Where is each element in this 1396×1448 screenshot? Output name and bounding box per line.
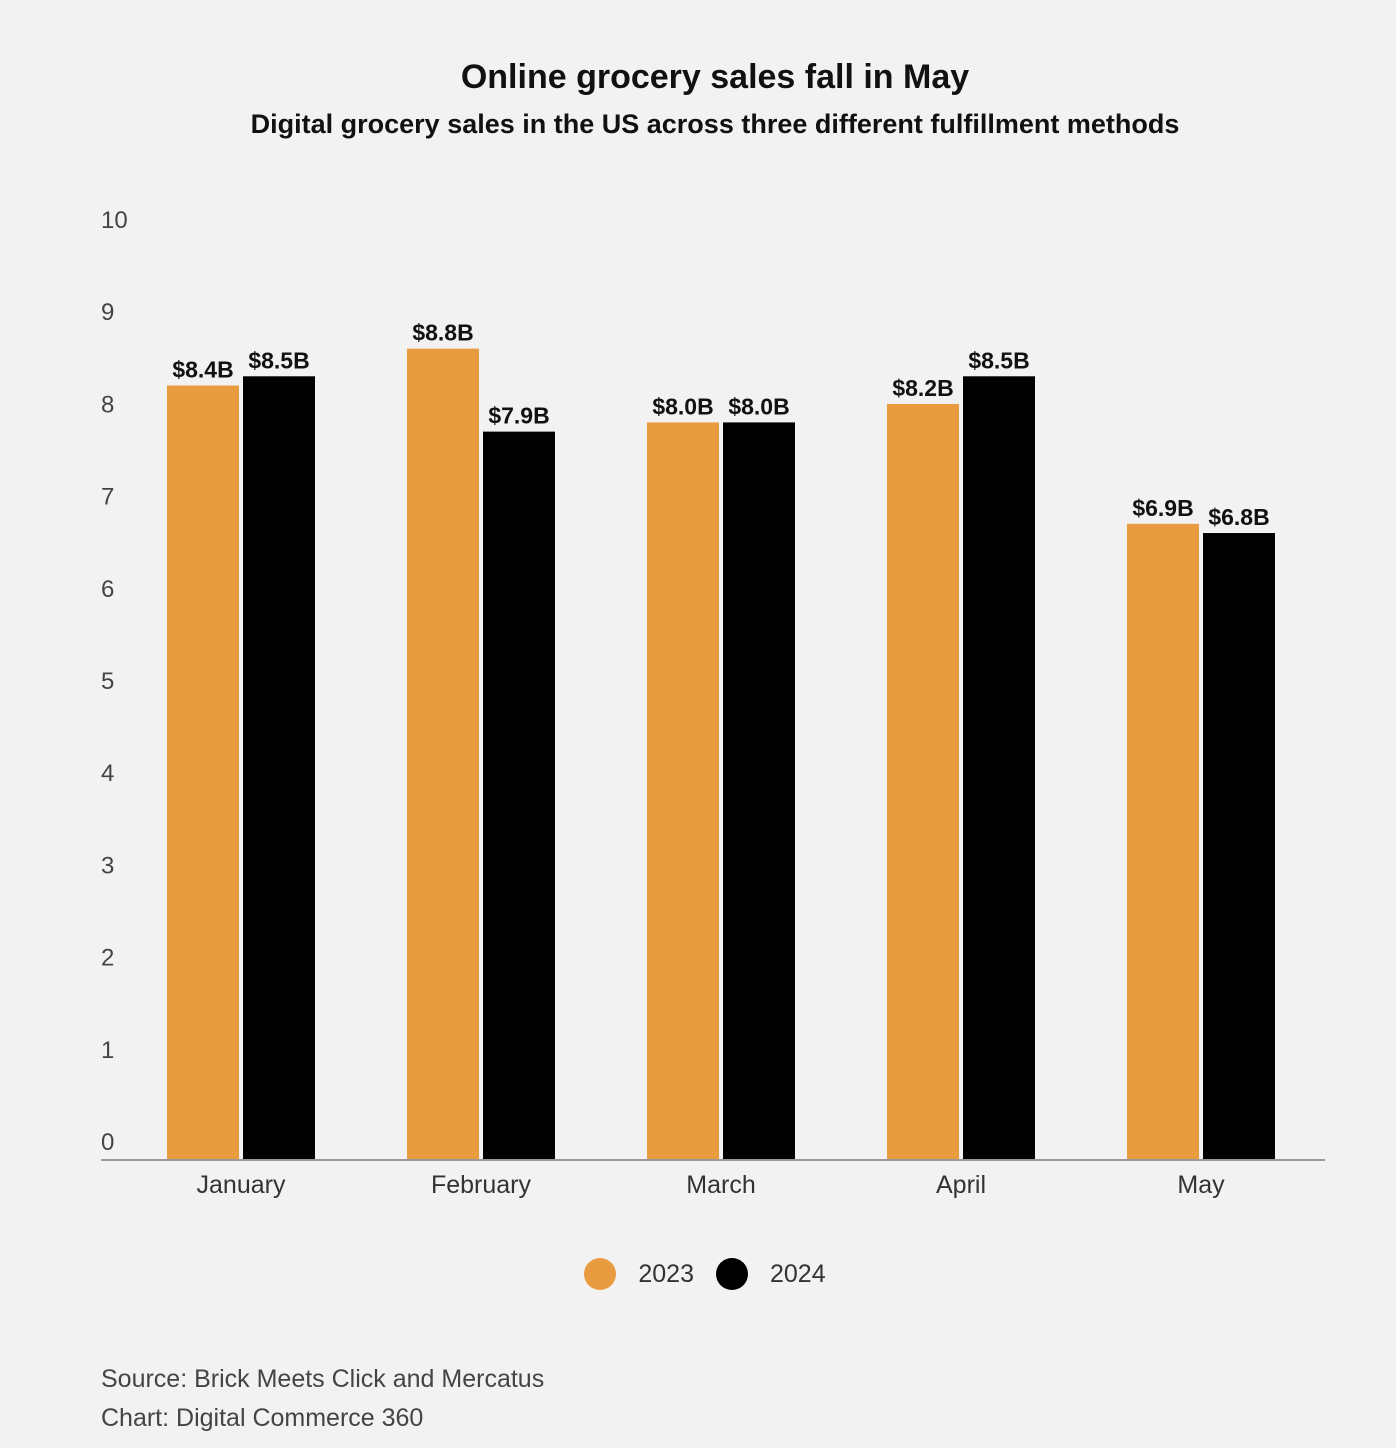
legend-item-2024: 2024 — [716, 1258, 826, 1290]
bar-2024-april — [963, 376, 1035, 1160]
y-tick-label: 4 — [101, 760, 114, 787]
x-tick-label: January — [197, 1171, 286, 1199]
source-note: Source: Brick Meets Click and Mercatus C… — [101, 1360, 544, 1438]
legend-swatch-2024 — [716, 1258, 748, 1290]
x-tick-label: May — [1177, 1171, 1225, 1199]
y-tick-label: 7 — [101, 484, 114, 511]
data-label: $6.8B — [1208, 504, 1269, 530]
bar-2023-may — [1127, 523, 1199, 1160]
bar-2024-march — [723, 422, 795, 1160]
chart-title: Online grocery sales fall in May — [460, 58, 970, 96]
bar-chart: 0 1 2 3 4 5 6 7 8 9 10 $8.4B $8.5B January $8.8B $7.9B F… — [101, 207, 1325, 1199]
y-tick-label: 3 — [101, 852, 114, 879]
y-tick-label: 6 — [101, 576, 114, 603]
source-line: Source: Brick Meets Click and Mercatus — [101, 1365, 545, 1393]
data-label: $8.5B — [968, 347, 1029, 373]
bar-2023-february — [407, 348, 479, 1160]
legend-label-2024: 2024 — [770, 1259, 826, 1288]
bar-2024-may — [1203, 533, 1275, 1160]
y-tick-label: 8 — [101, 391, 114, 418]
legend: 2023 2024 — [0, 1258, 1396, 1290]
bar-2023-january — [167, 385, 239, 1160]
bar-2023-april — [887, 403, 959, 1161]
y-tick-label: 1 — [101, 1037, 114, 1064]
data-label: $8.5B — [248, 347, 309, 373]
bar-2023-march — [647, 422, 719, 1160]
data-label: $8.0B — [652, 393, 713, 419]
x-tick-label: March — [686, 1171, 755, 1199]
data-label: $8.2B — [892, 375, 953, 401]
legend-item-2023: 2023 — [584, 1258, 694, 1290]
legend-swatch-2023 — [584, 1258, 617, 1290]
x-tick-label: April — [936, 1171, 986, 1199]
data-label: $6.9B — [1132, 495, 1193, 521]
y-tick-label: 10 — [101, 207, 128, 234]
x-tick-label: February — [431, 1171, 532, 1199]
data-label: $8.8B — [412, 320, 473, 346]
y-tick-label: 0 — [101, 1129, 114, 1156]
bar-2024-february — [483, 431, 555, 1160]
chart-subtitle: Digital grocery sales in the US across t… — [250, 109, 1180, 139]
y-tick-label: 2 — [101, 945, 114, 972]
data-label: $7.9B — [488, 403, 549, 429]
data-label: $8.4B — [172, 357, 233, 383]
legend-label-2023: 2023 — [638, 1259, 694, 1288]
bar-2024-january — [243, 376, 315, 1160]
y-tick-label: 5 — [101, 668, 114, 695]
data-label: $8.0B — [728, 393, 789, 419]
y-tick-label: 9 — [101, 299, 114, 326]
chart-credit-line: Chart: Digital Commerce 360 — [101, 1404, 424, 1432]
